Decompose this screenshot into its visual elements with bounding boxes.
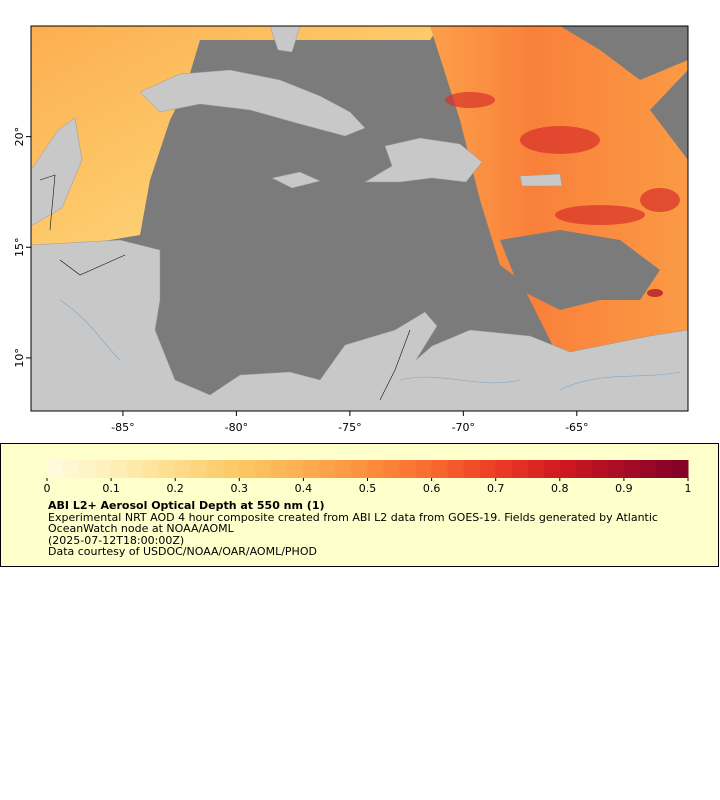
no-data-patch xyxy=(500,230,660,310)
colorbar-cell xyxy=(639,460,657,478)
colorbar-cell xyxy=(415,460,433,478)
colorbar-cell xyxy=(303,460,320,478)
borders xyxy=(39,174,411,401)
rivers xyxy=(59,299,681,391)
colorbar-cell xyxy=(95,460,112,478)
no-data-patch xyxy=(560,26,688,80)
colorbar-cell xyxy=(655,460,673,478)
description: Experimental NRT AOD 4 hour composite cr… xyxy=(48,510,658,535)
colorbar-cell xyxy=(223,460,240,478)
colorbar-cell xyxy=(575,460,593,478)
colorbar-title: ABI L2+ Aerosol Optical Depth at 550 nm … xyxy=(48,499,325,512)
colorbar-cell xyxy=(559,460,577,478)
colorbar: 0 0.1 0.2 0.3 0.4 0.5 0.6 0.7 0.8 0.9 1 xyxy=(44,460,692,495)
colorbar-tick-label: 0.8 xyxy=(551,482,569,495)
x-tick-label: -70° xyxy=(452,421,475,434)
colorbar-cell xyxy=(351,460,368,478)
high-aod-patches xyxy=(445,92,680,297)
colorbar-cell xyxy=(527,460,545,478)
colorbar-cell xyxy=(591,460,609,478)
colorbar-tick-label: 0.5 xyxy=(359,482,377,495)
colorbar-tick-label: 0.1 xyxy=(102,482,120,495)
colorbar-cell xyxy=(159,460,176,478)
colorbar-tick-label: 0.2 xyxy=(166,482,184,495)
y-tick-label: 10° xyxy=(13,348,26,368)
legend-text: ABI L2+ Aerosol Optical Depth at 550 nm … xyxy=(48,500,698,558)
colorbar-tick-label: 0 xyxy=(44,482,51,495)
colorbar-cell xyxy=(191,460,208,478)
colorbar-cell xyxy=(431,460,449,478)
land xyxy=(31,26,688,411)
colorbar-cell xyxy=(447,460,465,478)
colorbar-cell xyxy=(271,460,288,478)
colorbar-cell xyxy=(495,460,513,478)
colorbar-cell xyxy=(79,460,96,478)
colorbar-cell xyxy=(543,460,561,478)
y-tick-label: 15° xyxy=(13,238,26,258)
colorbar-cell xyxy=(175,460,192,478)
colorbar-cell xyxy=(63,460,80,478)
colorbar-cell xyxy=(319,460,336,478)
colorbar-cell xyxy=(239,460,256,478)
colorbar-tick-label: 0.6 xyxy=(423,482,441,495)
map xyxy=(31,26,688,411)
colorbar-tick-label: 0.9 xyxy=(615,482,633,495)
colorbar-cell xyxy=(383,460,401,478)
x-tick-label: -75° xyxy=(338,421,361,434)
colorbar-cell xyxy=(367,460,385,478)
colorbar-tick-label: 0.4 xyxy=(295,482,313,495)
colorbar-cell xyxy=(287,460,304,478)
x-tick-label: -80° xyxy=(225,421,248,434)
colorbar-cell xyxy=(479,460,497,478)
colorbar-cell xyxy=(671,460,689,478)
x-tick-label: -85° xyxy=(111,421,134,434)
map-frame xyxy=(30,25,689,412)
colorbar-cell xyxy=(463,460,481,478)
colorbar-cell xyxy=(143,460,160,478)
colorbar-cell xyxy=(335,460,352,478)
colorbar-cell xyxy=(399,460,417,478)
colorbar-cell xyxy=(127,460,144,478)
credit: Data courtesy of USDOC/NOAA/OAR/AOML/PHO… xyxy=(48,545,317,558)
colorbar-cell xyxy=(623,460,641,478)
y-tick-label: 20° xyxy=(13,127,26,147)
colorbar-cell xyxy=(511,460,529,478)
colorbar-cell xyxy=(207,460,224,478)
timestamp: (2025-07-12T18:00:00Z) xyxy=(48,533,185,547)
colorbar-tick-label: 0.7 xyxy=(487,482,505,495)
aerosol-field-west xyxy=(31,26,440,250)
colorbar-cell xyxy=(607,460,625,478)
colorbar-tick-label: 1 xyxy=(685,482,692,495)
x-tick-label: -65° xyxy=(565,421,588,434)
no-data-patch xyxy=(185,40,300,90)
colorbar-tick-label: 0.3 xyxy=(231,482,249,495)
colorbar-cell xyxy=(111,460,128,478)
colorbar-cell xyxy=(47,460,64,478)
colorbar-cell xyxy=(255,460,272,478)
